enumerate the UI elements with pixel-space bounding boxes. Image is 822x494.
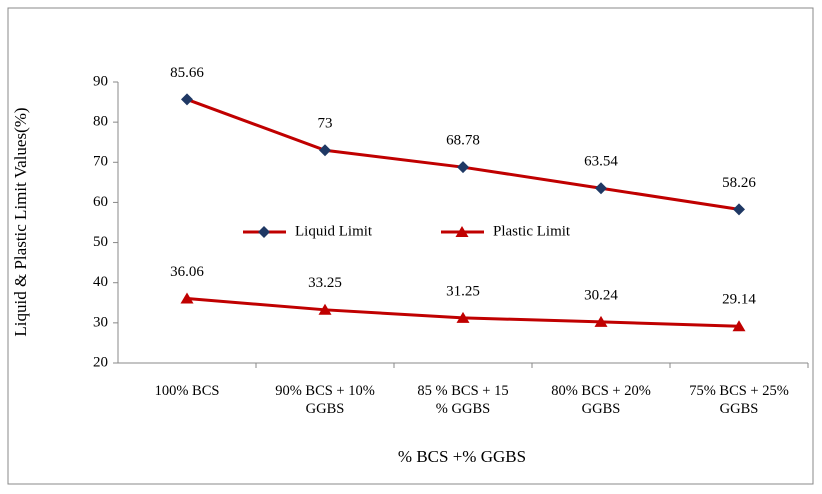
data-label: 36.06 [170, 264, 204, 280]
data-label: 30.24 [584, 287, 618, 303]
point [595, 182, 607, 195]
x-tick-label: 80% BCS + 20% GGBS [551, 383, 651, 417]
legend-marker [455, 226, 469, 237]
data-label: 29.14 [722, 292, 756, 308]
y-tick-label: 60 [93, 194, 108, 210]
x-tick-label: 90% BCS + 10% GGBS [275, 383, 375, 417]
data-label: 73 [318, 116, 333, 132]
point [732, 320, 746, 332]
legend-label: Plastic Limit [493, 223, 571, 239]
point [733, 203, 745, 216]
x-tick-label: 85 % BCS + 15 % GGBS [417, 383, 509, 417]
point [319, 144, 331, 157]
x-tick-label: 75% BCS + 25% GGBS [689, 383, 789, 417]
data-label: 63.54 [584, 154, 618, 170]
y-tick-label: 70 [93, 154, 108, 170]
point [456, 311, 470, 323]
point [457, 161, 469, 174]
x-axis-title: % BCS +% GGBS [398, 447, 526, 466]
data-label: 68.78 [446, 133, 480, 149]
data-label: 33.25 [308, 275, 342, 291]
data-label: 31.25 [446, 283, 480, 299]
point [180, 292, 194, 304]
y-tick-label: 90 [93, 73, 108, 89]
y-axis-title: Liquid & Plastic Limit Values(%) [11, 107, 30, 336]
x-tick-label: 100% BCS [154, 383, 220, 399]
legend-label: Liquid Limit [295, 223, 373, 239]
y-tick-label: 30 [93, 314, 108, 330]
chart-border [7, 7, 814, 485]
data-label: 58.26 [722, 175, 756, 191]
y-tick-label: 20 [93, 354, 108, 370]
point [594, 315, 608, 327]
y-tick-label: 50 [93, 234, 108, 250]
point [181, 93, 193, 106]
y-tick-label: 40 [93, 274, 108, 290]
y-tick-label: 80 [93, 114, 108, 130]
data-label: 85.66 [170, 65, 204, 81]
point [318, 303, 332, 315]
legend-marker [258, 226, 270, 238]
